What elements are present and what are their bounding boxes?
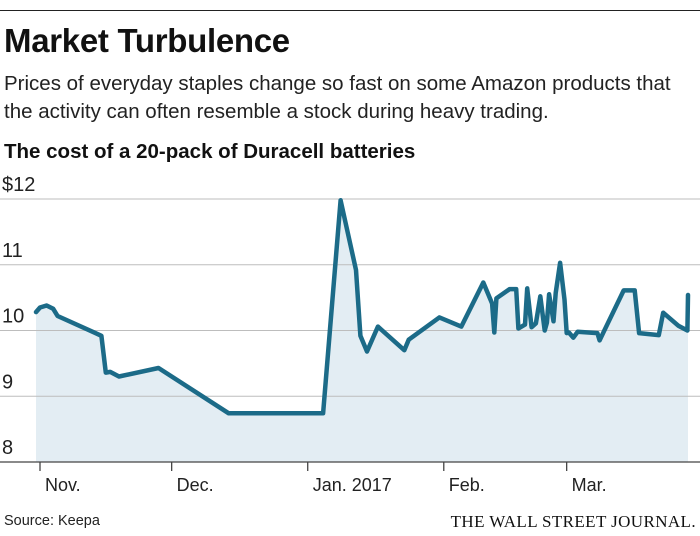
price-point xyxy=(661,311,665,315)
price-point xyxy=(657,333,661,337)
price-point xyxy=(595,331,599,335)
y-tick-label: 8 xyxy=(2,437,13,459)
price-point xyxy=(516,326,520,330)
price-point xyxy=(459,324,463,328)
x-tick-label: Feb. xyxy=(449,475,485,495)
chart-title: The cost of a 20-pack of Duracell batter… xyxy=(4,140,416,163)
price-point xyxy=(156,366,160,370)
publisher-logo: THE WALL STREET JOURNAL. xyxy=(450,512,696,531)
price-point xyxy=(571,336,575,340)
price-point xyxy=(543,328,547,332)
price-point xyxy=(34,310,38,314)
price-point xyxy=(51,307,55,311)
price-point xyxy=(686,293,690,297)
price-point xyxy=(637,331,641,335)
price-point xyxy=(507,287,511,291)
price-point xyxy=(529,325,533,329)
y-tick-label: $12 xyxy=(2,174,35,196)
price-point xyxy=(117,374,121,378)
price-point xyxy=(523,322,527,326)
price-point xyxy=(108,370,112,374)
price-point xyxy=(525,286,529,290)
chart-headline: Market Turbulence xyxy=(4,22,290,59)
price-point xyxy=(321,411,325,415)
price-point xyxy=(567,330,571,334)
chart-subtitle: Prices of everyday staples change so fas… xyxy=(4,72,671,123)
price-point xyxy=(104,370,108,374)
price-point xyxy=(685,328,689,332)
price-point xyxy=(562,297,566,301)
price-point xyxy=(558,261,562,265)
price-point xyxy=(354,268,358,272)
price-point xyxy=(99,334,103,338)
price-point xyxy=(91,330,95,334)
price-point xyxy=(492,330,496,334)
price-point xyxy=(633,288,637,292)
price-point xyxy=(622,288,626,292)
price-point xyxy=(545,320,549,324)
y-tick-label: 10 xyxy=(2,306,24,328)
price-point xyxy=(338,198,342,202)
x-tick-label: Dec. xyxy=(177,475,214,495)
y-tick-label: 9 xyxy=(2,371,13,393)
price-point xyxy=(575,330,579,334)
source-note: Source: Keepa xyxy=(4,513,100,529)
price-point xyxy=(55,314,59,318)
price-point xyxy=(538,294,542,298)
price-point xyxy=(44,303,48,307)
price-point xyxy=(376,324,380,328)
x-tick-label: Mar. xyxy=(572,475,607,495)
price-point xyxy=(365,349,369,353)
price-point xyxy=(547,292,551,296)
price-point xyxy=(481,280,485,284)
price-point xyxy=(534,321,538,325)
price-point xyxy=(38,305,42,309)
price-point xyxy=(514,287,518,291)
price-point xyxy=(676,324,680,328)
price-point xyxy=(602,329,606,333)
price-point xyxy=(490,301,494,305)
price-line xyxy=(33,198,691,416)
price-point xyxy=(494,296,498,300)
top-rule xyxy=(0,10,700,11)
x-tick-label: Jan. 2017 xyxy=(313,475,392,495)
price-point xyxy=(551,319,555,323)
price-point xyxy=(597,338,601,342)
price-point xyxy=(407,338,411,342)
price-point xyxy=(437,315,441,319)
price-point xyxy=(227,411,231,415)
x-tick-label: Nov. xyxy=(45,475,81,495)
price-point xyxy=(358,334,362,338)
price-point xyxy=(402,348,406,352)
y-tick-label: 11 xyxy=(2,240,23,262)
price-point xyxy=(554,291,558,295)
price-point xyxy=(297,411,301,415)
